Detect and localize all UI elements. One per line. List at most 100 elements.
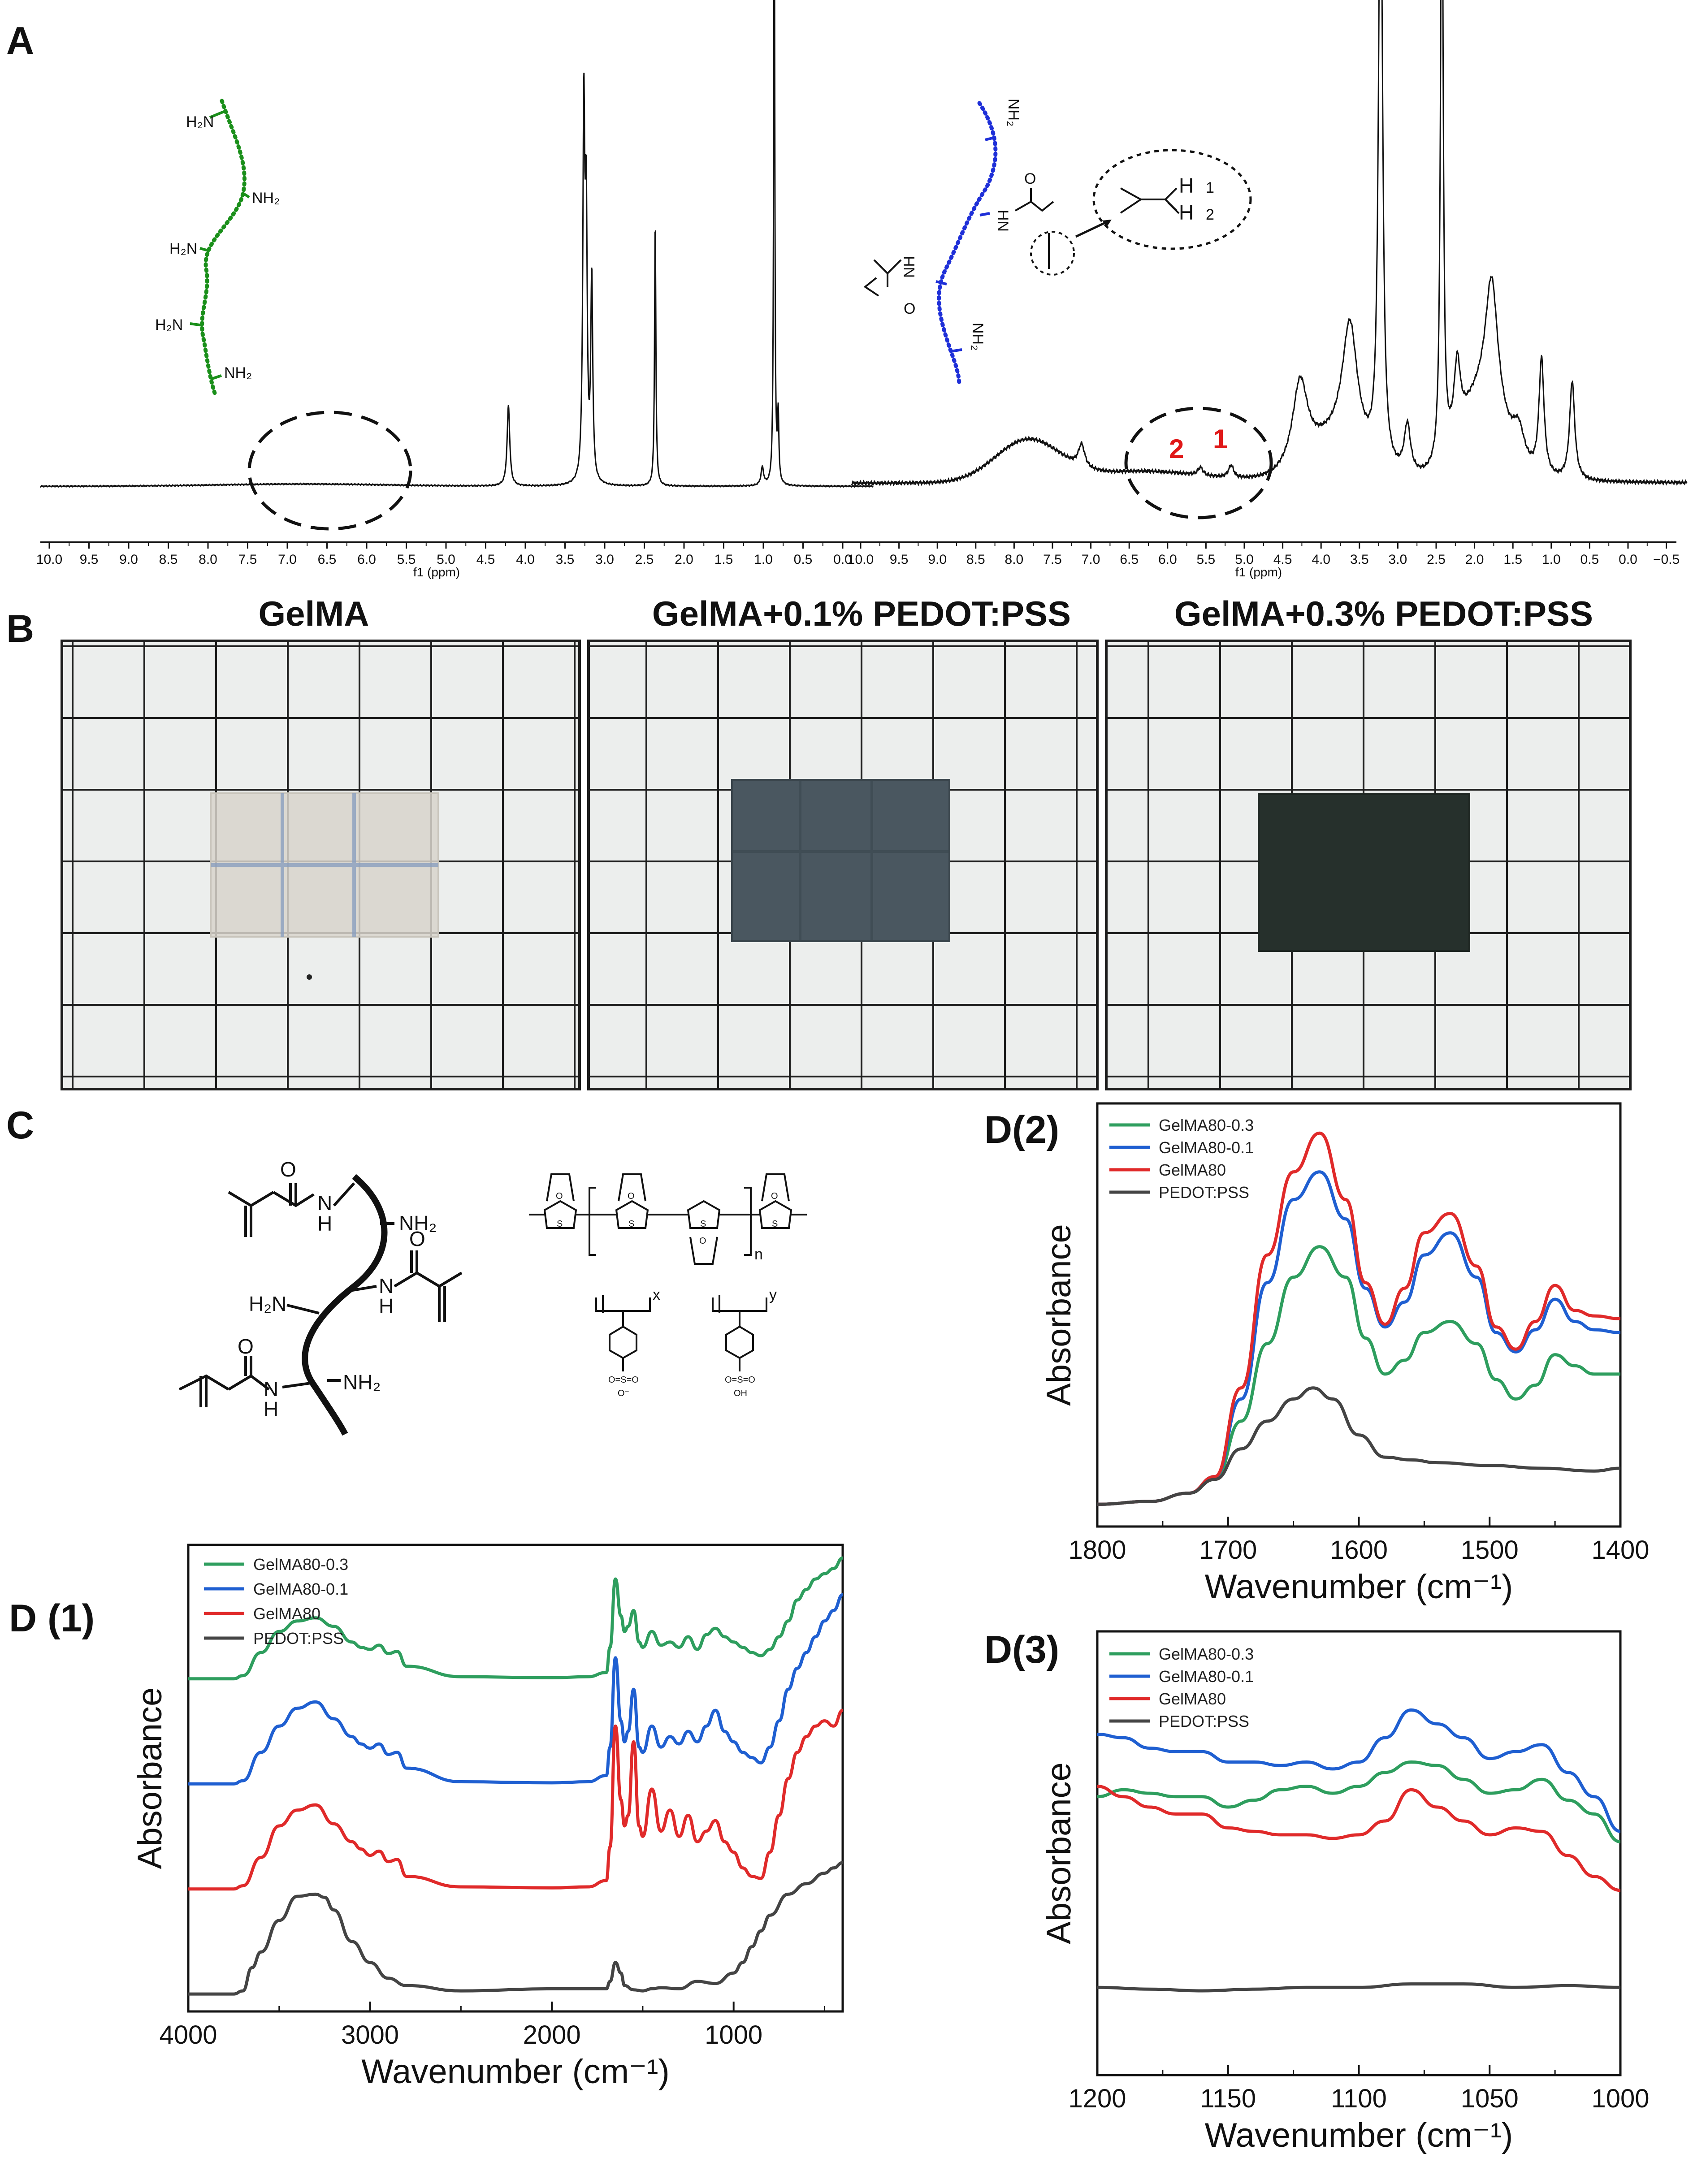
c-n-3: N [264, 1377, 278, 1401]
pedot-o-2: O [628, 1191, 635, 1201]
photo-gelma [61, 640, 581, 1090]
panel-d3-label: D(3) [984, 1628, 1059, 1671]
peak-label-1: 1 [1213, 424, 1228, 454]
nmr-trace [851, 0, 1688, 487]
nmr-tick-label: 10.0 [848, 552, 874, 567]
series-line-gelma80 [1097, 1131, 1621, 1506]
series-line-pedot-pss [1097, 1982, 1621, 1993]
legend-label: GelMA80 [253, 1604, 320, 1623]
pedot-pss-structure: S S S S O O O O n x y O=S=O O⁻ O=S=O OH [529, 1173, 807, 1398]
nmr-xlabel-left: f1 (ppm) [413, 565, 460, 579]
legend-label: GelMA80-0.3 [253, 1555, 348, 1574]
pss-o-minus: O⁻ [618, 1388, 629, 1398]
nmr-tick-label: 3.0 [1389, 552, 1407, 567]
nmr-tick-label: 7.5 [1043, 552, 1062, 567]
photo-gelma-03-pedot [1105, 640, 1632, 1090]
nmr-tick-label: 5.0 [1235, 552, 1254, 567]
vinyl-h1-num: 1 [1206, 179, 1214, 196]
nmr-tick-label: 8.0 [1005, 552, 1024, 567]
x-axis-title: Wavenumber (cm⁻¹) [1205, 2116, 1513, 2154]
x-tick-label: 1000 [1591, 2084, 1649, 2113]
nmr-tick-label: 9.0 [928, 552, 947, 567]
nmr-tick-label: 2.0 [675, 552, 693, 567]
pedot-o-4: O [771, 1191, 778, 1201]
series-line-gelma80-0-3 [1097, 1245, 1620, 1506]
x-tick-label: 1100 [1331, 2084, 1387, 2113]
series-line-pedot-pss [188, 1861, 843, 1996]
panel-a-label: A [6, 19, 34, 62]
nmr-tick-label: 1.5 [714, 552, 733, 567]
nmr-tick-label: 9.5 [80, 552, 99, 567]
gelatin-nh2-1: NH₂ [252, 190, 280, 207]
legend-label: GelMA80-0.3 [1159, 1116, 1254, 1134]
gelma-structure: O N H NH₂ H₂N N H O O N H NH₂ [178, 1158, 463, 1436]
pedot-s-2: S [628, 1219, 634, 1229]
nmr-tick-label: 6.5 [1120, 552, 1139, 567]
nmr-tick-label: 5.0 [437, 552, 455, 567]
nmr-tick-label: 1.0 [754, 552, 773, 567]
pedot-s-3: S [700, 1219, 706, 1229]
chart-d3: 1200 1150 1100 1050 1000 Wavenumber (cm⁻¹) Abs… [1040, 1630, 1650, 2154]
nmr-tick-label: 7.5 [238, 552, 257, 567]
gelma-chain-structure: NH₂ HN O H 1 H 2 NH O NH₂ [863, 99, 1252, 388]
legend-label: PEDOT:PSS [1159, 1183, 1249, 1202]
legend-label: GelMA80-0.1 [253, 1580, 348, 1598]
x-tick-label: 1500 [1461, 1535, 1519, 1565]
series-line-gelma80 [1097, 1785, 1621, 1892]
empty-region-ellipse [247, 411, 412, 531]
c-o-3: O [238, 1335, 254, 1358]
pss-oh: OH [734, 1388, 747, 1398]
vinyl-h2-num: 2 [1206, 206, 1214, 223]
nmr-tick-label: 2.5 [635, 552, 654, 567]
x-tick-label: 1150 [1200, 2084, 1256, 2113]
photo-title-gelma-01: GelMA+0.1% PEDOT:PSS [652, 594, 1071, 633]
vinyl-h2: H [1179, 201, 1194, 224]
peak-label-2: 2 [1169, 434, 1184, 464]
nmr-tick-label: 7.0 [278, 552, 297, 567]
gelma-hn-top: HN [994, 210, 1011, 232]
nmr-tick-label: 5.5 [397, 552, 416, 567]
y-axis-title: Absorbance [1040, 1762, 1078, 1944]
nmr-tick-label: 6.0 [357, 552, 376, 567]
nmr-trace [40, 0, 874, 488]
c-nh2-1: NH₂ [399, 1211, 437, 1235]
vinyl-region-ellipse [1124, 407, 1273, 519]
nmr-xlabel-right: f1 (ppm) [1235, 565, 1282, 579]
c-h-3: H [264, 1397, 278, 1421]
nmr-x-axis-left: 10.0 9.5 9.0 8.5 8.0 7.5 7.0 6.5 6.0 5.5 5.0 4.5 4.0… [36, 541, 852, 567]
pss-so3-1: O=S=O [608, 1375, 639, 1385]
c-o-1: O [280, 1158, 296, 1181]
pedot-s-1: S [557, 1219, 563, 1229]
nmr-tick-label: 4.0 [1312, 552, 1330, 567]
nmr-tick-label: 0.5 [794, 552, 813, 567]
nmr-tick-label: 6.0 [1158, 552, 1177, 567]
y-axis-title: Absorbance [1040, 1224, 1078, 1406]
photo-gelma-01-pedot [587, 640, 1099, 1090]
panel-d2-label: D(2) [984, 1108, 1059, 1151]
pedot-n: n [754, 1246, 763, 1263]
nmr-tick-label: 8.5 [966, 552, 985, 567]
gelatin-chain-structure: H₂N NH₂ H₂N H₂N NH₂ [155, 99, 280, 397]
hydrogel-film-gray [731, 779, 950, 942]
pss-y: y [769, 1286, 777, 1303]
x-tick-label: 4000 [159, 2020, 217, 2050]
legend-label: GelMA80 [1159, 1161, 1226, 1179]
gelma-o-top: O [1024, 170, 1036, 187]
panel-b-label: B [6, 607, 34, 650]
series-line-gelma80-0-1 [188, 1593, 844, 1786]
series-line-gelma80-0-1 [1097, 1170, 1621, 1506]
series-line-gelma80 [188, 1708, 844, 1891]
x-tick-label: 3000 [341, 2020, 399, 2050]
nmr-tick-label: 4.5 [476, 552, 495, 567]
nmr-tick-label: 1.0 [1542, 552, 1561, 567]
series-line-gelma80-0-1 [1097, 1708, 1621, 1833]
nmr-x-axis-right: 10.0 9.5 9.0 8.5 8.0 7.5 7.0 6.5 6.0 5.5 5.0 4.5 4.0… [848, 541, 1680, 567]
gelatin-h2n-1: H₂N [186, 113, 214, 130]
gelatin-h2n-2: H₂N [169, 240, 197, 257]
x-tick-label: 1050 [1461, 2084, 1519, 2113]
nmr-spectrum-gelatin [40, 0, 874, 488]
c-h-1: H [317, 1212, 332, 1235]
gelma-nh2-bottom: NH₂ [969, 323, 986, 350]
nmr-tick-label: −0.5 [1653, 552, 1680, 567]
